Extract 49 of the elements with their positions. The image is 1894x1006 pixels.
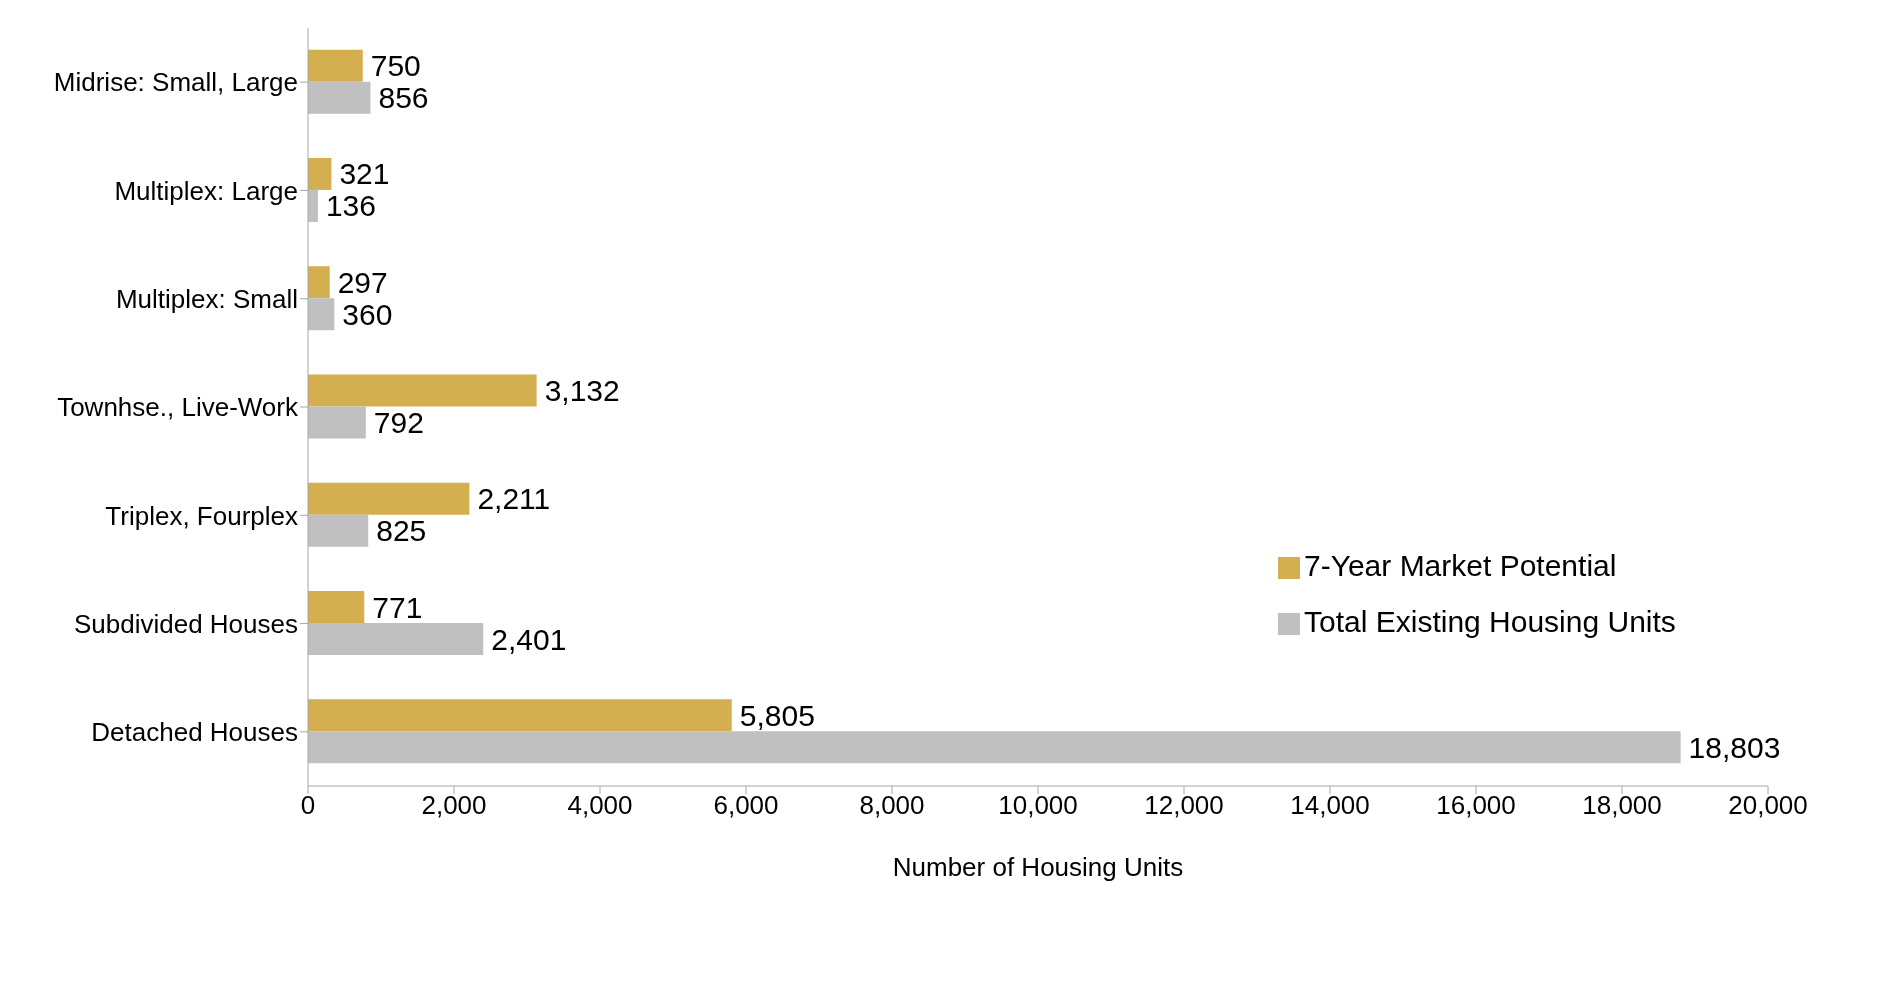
x-tick-label: 16,000	[1436, 790, 1516, 821]
y-tick-label: Multiplex: Small	[115, 283, 298, 314]
bar	[308, 591, 365, 624]
data-label: 297	[337, 265, 388, 299]
x-tick-label: 12,000	[1144, 790, 1224, 821]
x-axis-title: Number of Housing Units	[892, 852, 1184, 882]
legend-label: Total Existing Housing Units	[1304, 605, 1676, 638]
x-tick-label: 6,000	[713, 790, 779, 821]
bar	[308, 731, 1681, 764]
data-label: 825	[376, 514, 427, 548]
data-label: 136	[325, 189, 376, 223]
data-label: 360	[342, 297, 393, 331]
y-tick-label: Triplex, Fourplex	[105, 500, 298, 531]
bar	[308, 81, 371, 114]
bar	[308, 49, 363, 82]
legend-label: 7-Year Market Potential	[1304, 549, 1617, 582]
bar	[308, 189, 318, 222]
bar	[308, 157, 332, 190]
bar	[308, 514, 369, 547]
x-tick-label: 8,000	[859, 790, 925, 821]
data-label: 792	[373, 406, 424, 440]
x-tick-label: 18,000	[1582, 790, 1662, 821]
x-tick-label: 10,000	[998, 790, 1078, 821]
x-tick-label: 4,000	[567, 790, 633, 821]
bar	[308, 406, 366, 439]
y-tick-label: Midrise: Small, Large	[53, 67, 298, 98]
bar	[308, 298, 335, 331]
bar	[308, 623, 484, 656]
data-label: 18,803	[1688, 730, 1781, 764]
bar	[308, 374, 537, 407]
data-label: 750	[370, 49, 421, 83]
data-label: 2,401	[491, 622, 567, 656]
data-label: 771	[372, 590, 423, 624]
data-label: 856	[378, 81, 429, 115]
bar	[308, 266, 330, 299]
y-tick-label: Detached Houses	[91, 717, 298, 748]
x-tick-label: 2,000	[421, 790, 487, 821]
y-tick-label: Townhse., Live-Work	[57, 392, 299, 423]
y-tick-label: Multiplex: Large	[114, 175, 298, 206]
bar	[308, 699, 732, 732]
data-label: 3,132	[544, 374, 620, 408]
x-tick-label: 14,000	[1290, 790, 1370, 821]
bar	[308, 482, 470, 515]
y-tick-label: Subdivided Houses	[73, 608, 298, 639]
x-tick-label: 0	[300, 790, 316, 821]
x-tick-label: 20,000	[1728, 790, 1808, 821]
data-label: 5,805	[739, 698, 815, 732]
data-label: 2,211	[477, 482, 551, 516]
data-label: 321	[339, 157, 390, 191]
